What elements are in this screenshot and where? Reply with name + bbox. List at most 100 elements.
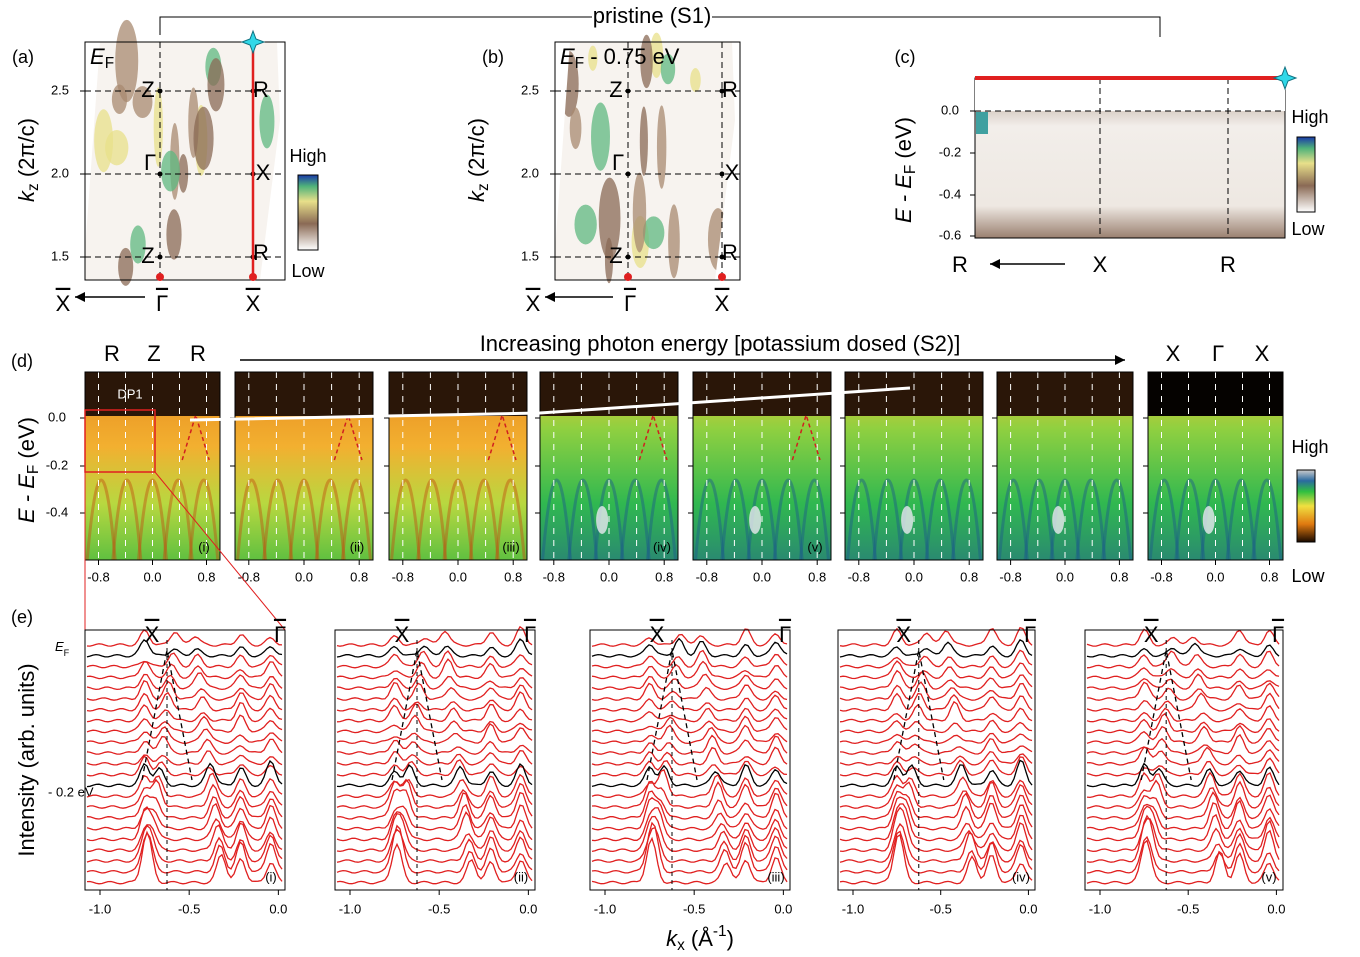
band-feature — [567, 478, 599, 561]
band-feature — [1174, 478, 1206, 561]
mdc-curve — [591, 715, 788, 734]
map-feature — [574, 204, 597, 245]
x-point-label: R — [1220, 252, 1236, 277]
frame — [554, 41, 741, 281]
text-part: - 0.75 eV — [584, 44, 680, 69]
point-label: Γ — [612, 150, 624, 175]
x-tick-label: -0.5 — [428, 901, 450, 916]
mdc-curve — [86, 726, 283, 744]
y-tick-label: -0.4 — [46, 504, 68, 519]
level-label: - 0.2 eV — [48, 784, 94, 799]
text-part: -1 — [713, 923, 727, 940]
star-marker — [240, 29, 266, 55]
mdc-curve — [336, 722, 533, 745]
map-feature — [632, 172, 647, 253]
point-label: Γ — [1212, 341, 1224, 366]
mdc-curve — [1086, 705, 1280, 723]
point-dot — [719, 171, 725, 177]
x-tick-label: 0.0 — [519, 901, 537, 916]
point-label: Z — [141, 77, 154, 102]
text-part: F — [64, 648, 70, 658]
x-tick-label: 0.8 — [504, 569, 522, 584]
scale-label: Low — [1291, 566, 1325, 586]
mdc-curve — [839, 833, 1033, 885]
mdc-curve — [86, 750, 283, 766]
point-dot — [719, 88, 725, 94]
band-feature — [924, 478, 956, 561]
point-label: X — [1255, 341, 1270, 366]
dispersion-guide — [646, 649, 698, 781]
mdc-curve — [86, 794, 283, 820]
mdc-curve — [1086, 762, 1280, 788]
hot-spot — [1052, 506, 1065, 534]
x-tick-label: -0.8 — [1150, 569, 1172, 584]
mdc-curve — [839, 738, 1033, 755]
band-feature — [468, 478, 500, 561]
mdc-curve — [86, 672, 283, 691]
mdc-curve — [336, 812, 533, 853]
mdc-curve — [86, 714, 283, 734]
y-tick-label: -0.4 — [939, 186, 961, 201]
x-tick-label: 0.8 — [1110, 569, 1128, 584]
empty-region — [975, 78, 1285, 111]
dirac-cone — [638, 412, 668, 461]
x-tick-label: 0.8 — [960, 569, 978, 584]
band-feature — [111, 478, 143, 561]
x-tick-label: 0.8 — [655, 569, 673, 584]
star-marker — [1272, 65, 1298, 91]
band-feature — [1251, 478, 1283, 561]
point-label: Z — [609, 243, 622, 268]
map-feature — [115, 19, 139, 103]
x-tick-label: 0.0 — [143, 569, 161, 584]
band-feature — [846, 478, 878, 561]
x-tick-label: -0.5 — [683, 901, 705, 916]
panel-label: (b) — [482, 47, 504, 67]
band-feature — [1101, 478, 1133, 561]
point-label: Γ — [274, 622, 286, 647]
band-feature — [314, 478, 346, 561]
x-tick-label: -1.0 — [89, 901, 111, 916]
mdc-curve — [86, 679, 283, 701]
mdc-curve — [591, 673, 788, 691]
note: Increasing photon energy [potassium dose… — [480, 331, 961, 356]
band-feature — [1023, 478, 1055, 561]
point-label: R — [722, 240, 738, 265]
text-part: k — [14, 190, 39, 202]
mdc-curve — [591, 815, 788, 853]
x-tick-label: 0.8 — [1260, 569, 1278, 584]
mdc-curve — [1086, 650, 1280, 669]
text-part: (Å — [685, 926, 713, 951]
band-feature — [997, 478, 1029, 561]
mdc-curve — [839, 790, 1033, 820]
composite-label: kz (2π/c) — [464, 118, 492, 202]
text-part: E — [90, 44, 105, 69]
x-tick-label: 0.0 — [1056, 569, 1074, 584]
text-part: k — [464, 190, 489, 202]
point-dot — [625, 171, 631, 177]
text-part: k — [666, 926, 678, 951]
point-label: R — [104, 341, 120, 366]
mdc-curve — [336, 714, 533, 734]
x-tick-label: -0.8 — [87, 569, 109, 584]
mdc-curve — [336, 811, 533, 842]
text-part: E — [560, 44, 575, 69]
mdc-curve — [591, 836, 788, 885]
point-label: X — [145, 622, 160, 647]
mdc-curve — [839, 822, 1033, 863]
x-tick-label: -0.8 — [392, 569, 414, 584]
map-feature — [166, 209, 182, 260]
mdc-curve — [592, 760, 788, 777]
scale-label: High — [1291, 437, 1328, 457]
band-feature — [340, 478, 372, 561]
mdc-curve — [839, 750, 1033, 766]
x-point-label: Γ — [624, 291, 636, 316]
mdc-curve — [336, 773, 533, 798]
mdc-curve — [336, 824, 533, 874]
map-feature — [642, 216, 665, 250]
mdc-curve — [336, 762, 533, 788]
arrow-head — [990, 259, 1000, 269]
mdc-curve — [336, 828, 533, 863]
mdc-curve — [1086, 839, 1280, 885]
scale-label: High — [1291, 107, 1328, 127]
point-label: Γ — [144, 150, 156, 175]
